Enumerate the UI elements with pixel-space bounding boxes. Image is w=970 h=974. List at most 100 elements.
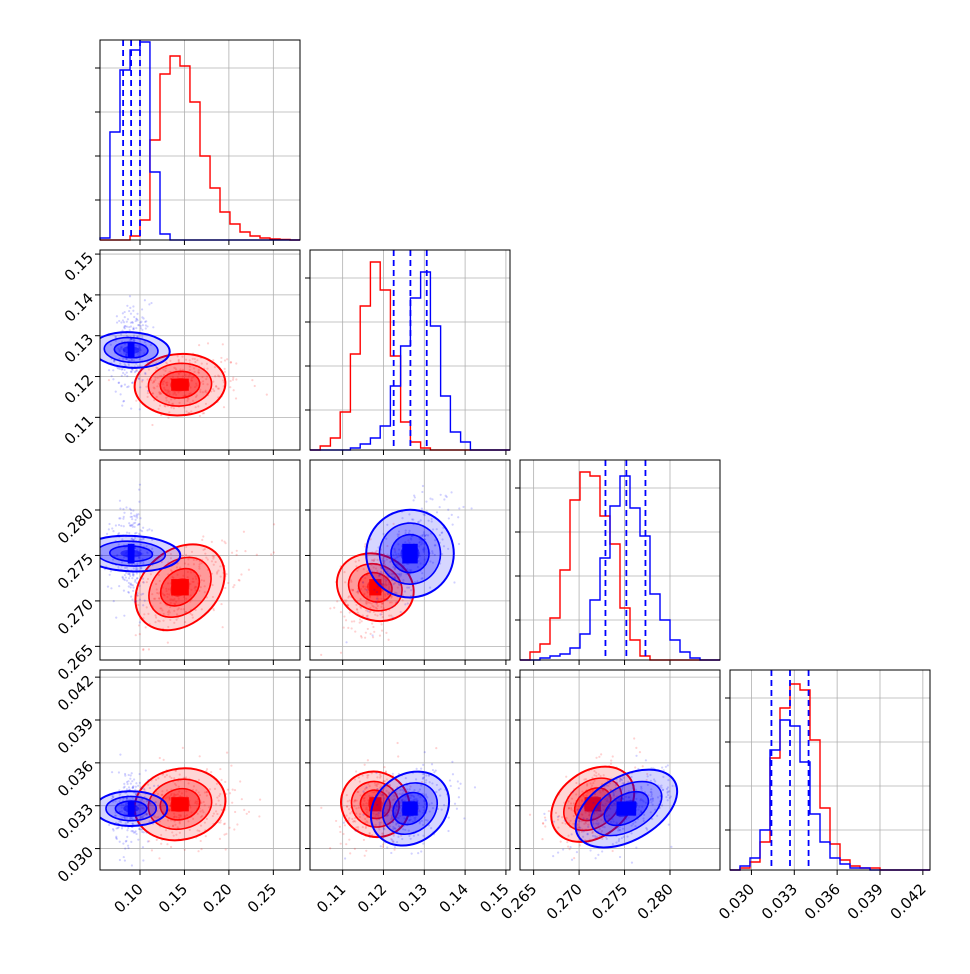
scatter-panel-2-3-blue-point xyxy=(579,826,582,829)
scatter-panel-1-2-red-point xyxy=(388,586,391,589)
scatter-panel-0-2-blue-point xyxy=(129,583,132,586)
scatter-panel-0-1-blue-point xyxy=(123,343,127,346)
scatter-panel-0-3-blue-point xyxy=(114,800,117,803)
scatter-panel-0-2-red-point xyxy=(167,588,170,591)
scatter-panel-0-3-red-point xyxy=(196,800,199,803)
scatter-panel-0-3-red-point xyxy=(200,848,203,851)
scatter-panel-1-2-red-point xyxy=(371,636,375,639)
scatter-panel-2-3-red-point xyxy=(593,811,596,814)
scatter-panel-0-3-blue-point xyxy=(119,753,122,756)
scatter-panel-2-3-red-point xyxy=(635,746,638,749)
scatter-panel-0-2-red-point xyxy=(202,579,206,582)
scatter-panel-0-3-blue-point xyxy=(122,786,125,789)
scatter-panel-0-3-red-point xyxy=(161,793,164,796)
scatter-panel-0-1-red-point xyxy=(201,380,205,383)
scatter-panel-0-2-blue-point xyxy=(130,515,134,518)
scatter-panel-0-1-red-point xyxy=(164,405,167,408)
scatter-panel-2-3-blue-point xyxy=(630,861,634,864)
scatter-panel-0-3-blue-point xyxy=(139,816,142,820)
scatter-panel-0-1-blue-point xyxy=(145,320,148,323)
scatter-panel-0-3-red-point xyxy=(192,785,196,788)
scatter-panel-0-1-red-point xyxy=(223,359,227,362)
scatter-panel-2-3-red-point xyxy=(610,759,613,762)
scatter-panel-0-3-red-point xyxy=(183,848,186,851)
scatter-panel-1-2-blue-point xyxy=(410,538,413,541)
scatter-panel-0-3-red-point xyxy=(189,806,192,809)
scatter-panel-0-1-blue-point xyxy=(128,326,131,329)
scatter-panel-0-3-red-point xyxy=(178,820,181,823)
scatter-panel-0-1-red-point xyxy=(190,379,193,382)
scatter-panel-1-3-red-point xyxy=(409,785,412,788)
scatter-panel-0-1-blue-point xyxy=(125,320,128,323)
scatter-panel-1-2-blue-point xyxy=(458,507,461,510)
scatter-panel-0-1-blue-point xyxy=(119,393,122,396)
scatter-panel-1-3-red-point xyxy=(349,852,352,855)
scatter-panel-2-3-red-point xyxy=(570,808,573,811)
scatter-panel-0-1-blue-point xyxy=(114,339,117,342)
scatter-panel-2-3-red-point xyxy=(528,813,532,816)
scatter-panel-1-3-blue-point xyxy=(401,788,404,791)
scatter-panel-1-3-red-point xyxy=(366,821,369,824)
scatter-panel-2-3-blue-point xyxy=(621,797,624,800)
scatter-panel-0-3-red-point xyxy=(172,824,175,827)
scatter-panel-2-3-blue-point xyxy=(635,792,638,795)
scatter-panel-0-3-red-point xyxy=(153,814,156,817)
scatter-panel-1-3-blue-point xyxy=(409,796,412,800)
scatter-panel-0-2-blue-point xyxy=(135,514,139,517)
scatter-panel-1-2-blue-point xyxy=(385,537,388,540)
scatter-panel-0-3-blue-point xyxy=(129,782,132,785)
scatter-panel-0-3-blue-point xyxy=(123,859,126,862)
scatter-panel-0-1-red-point xyxy=(167,401,171,404)
scatter-panel-1-3-blue-point xyxy=(378,821,381,824)
scatter-panel-0-2-blue-point xyxy=(138,621,141,624)
scatter-panel-2-3-red-point xyxy=(584,811,587,814)
scatter-panel-0-2-blue-point xyxy=(112,530,115,533)
y-tick-label-2-1: 0.270 xyxy=(54,595,97,638)
scatter-panel-1-3-red-point xyxy=(393,848,396,851)
scatter-panel-0-1-red-point xyxy=(165,384,169,387)
scatter-panel-0-3-blue-point xyxy=(140,787,143,790)
scatter-panel-0-2-red-point xyxy=(169,569,173,572)
scatter-panel-0-1-blue-point xyxy=(118,349,121,352)
scatter-panel-1-3-red-point xyxy=(374,813,378,816)
scatter-panel-2-3-red-point xyxy=(591,789,594,792)
scatter-panel-0-1-blue-point xyxy=(121,404,124,407)
scatter-panel-1-2-red-point xyxy=(375,602,378,605)
scatter-panel-1-2-blue-point xyxy=(397,552,400,556)
scatter-panel-0-1-blue-point xyxy=(122,400,125,403)
scatter-panel-1-3-blue-point xyxy=(379,810,382,813)
scatter-panel-2-3-red-point xyxy=(580,813,583,816)
scatter-panel-0-1-red-point xyxy=(172,390,175,393)
scatter-panel-0-1-red-point xyxy=(185,410,188,413)
scatter-panel-0-2-blue-point xyxy=(138,483,142,486)
scatter-panel-1-3-blue-point xyxy=(447,816,450,819)
scatter-panel-0-1-red-point xyxy=(153,380,156,384)
scatter-panel-1-3-blue-point xyxy=(391,821,395,824)
scatter-panel-1-3-red-point xyxy=(375,783,379,786)
scatter-panel-2-3-blue-point xyxy=(665,787,669,791)
scatter-panel-1-2-red-point xyxy=(385,583,388,587)
scatter-panel-0-3-blue-point xyxy=(134,797,137,801)
scatter-panel-1-2-red-point xyxy=(376,558,379,561)
scatter-panel-1-3-red-point xyxy=(363,763,366,766)
scatter-panel-2-3-red-point xyxy=(595,774,598,777)
scatter-panel-1-3-blue-point xyxy=(411,820,414,823)
scatter-panel-0-2-red-point xyxy=(211,555,214,558)
scatter-panel-0-1-blue-point xyxy=(128,295,132,298)
scatter-panel-0-3-red-point xyxy=(170,792,173,795)
scatter-panel-0-1-red-point xyxy=(155,395,158,398)
scatter-panel-2-3-blue-point xyxy=(649,811,652,814)
scatter-panel-1-3-blue-point xyxy=(421,777,425,780)
scatter-panel-2-3-blue-point xyxy=(591,818,594,821)
scatter-panel-0-3-red-point xyxy=(196,829,199,832)
scatter-panel-1-2-red-point xyxy=(387,587,391,591)
scatter-panel-0-2-red-point xyxy=(199,574,202,577)
scatter-panel-1-2-red-point xyxy=(356,590,360,593)
scatter-panel-0-2-red-point xyxy=(189,582,192,586)
scatter-panel-0-1-blue-point xyxy=(135,369,139,372)
scatter-panel-1-2-red-point xyxy=(382,607,385,610)
scatter-panel-0-3-blue-point xyxy=(132,831,135,834)
scatter-panel-0-3-blue-point xyxy=(146,840,150,843)
scatter-panel-2-3-red-point xyxy=(597,773,600,776)
scatter-panel-1-3-red-point xyxy=(380,793,383,797)
